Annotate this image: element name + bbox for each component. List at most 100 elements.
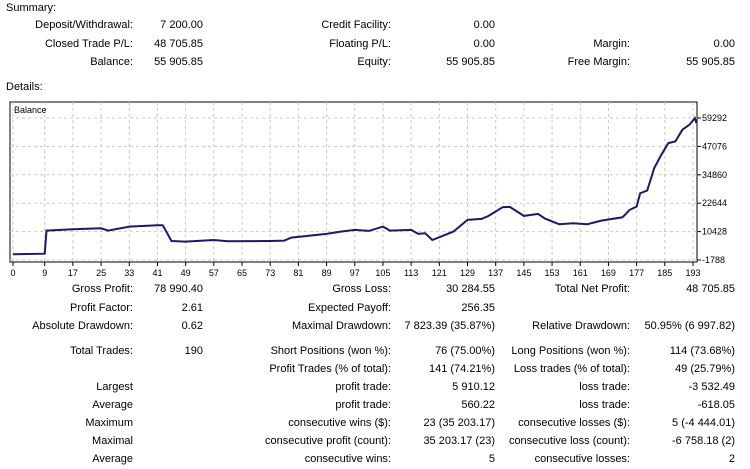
stat-label: Relative Drawdown: <box>532 320 630 332</box>
stat-label: consecutive wins ($): <box>288 417 391 429</box>
balance-chart: 0 9 17 25 33 41 49 57 65 73 81 89 97 105 113 121 129 137 1… <box>9 101 727 278</box>
x-tick-label: 177 <box>629 268 644 278</box>
x-tick-label: 73 <box>265 268 275 278</box>
summary-row: Deposit/Withdrawal: 7 200.00 Credit Facili… <box>0 19 750 35</box>
stat-label: Short Positions (won %): <box>270 345 391 357</box>
stat-value: 78 990.40 <box>154 283 203 295</box>
details-row: Profit Factor: 2.61 Expected Payoff: 256.35 <box>0 302 750 318</box>
stat-value: 5 (-4 444.01) <box>672 417 735 429</box>
balance-line <box>12 115 698 256</box>
stat-value: 7 823.39 (35.87%) <box>404 320 495 332</box>
stat-label: Largest <box>96 381 133 393</box>
stat-value: 5 910.12 <box>452 381 495 393</box>
x-tick-label: 81 <box>293 268 303 278</box>
stat-value: 2 <box>728 453 735 465</box>
stat-label: Margin: <box>593 38 630 50</box>
details-row: Absolute Drawdown: 0.62 Maximal Drawdown: 7… <box>0 320 750 336</box>
stat-value: 0.00 <box>473 38 495 50</box>
stat-label: Absolute Drawdown: <box>32 320 133 332</box>
stat-value: 141 (74.21%) <box>428 363 495 375</box>
x-tick-label: 41 <box>152 268 162 278</box>
y-tick-label: 47076 <box>702 141 727 151</box>
stat-value: 49 (25.79%) <box>675 363 735 375</box>
stat-value: 7 200.00 <box>160 19 203 31</box>
x-tick-label: 0 <box>10 268 15 278</box>
details-row: Total Trades: 190 Short Positions (won %):… <box>0 345 750 361</box>
stat-label: Equity: <box>357 56 391 68</box>
stat-label: Total Trades: <box>70 345 133 357</box>
stat-label: consecutive loss (count): <box>508 435 630 447</box>
y-tick-label: 10428 <box>702 227 727 237</box>
stat-value: 0.00 <box>473 19 495 31</box>
stat-label: Maximum <box>85 417 133 429</box>
y-tick-label: 22644 <box>702 198 727 208</box>
stat-label: Long Positions (won %): <box>511 345 630 357</box>
stat-label: loss trade: <box>579 381 630 393</box>
stat-label: loss trade: <box>579 399 630 411</box>
stat-label: consecutive losses ($): <box>518 417 630 429</box>
x-tick-label: 193 <box>685 268 700 278</box>
stat-value: -618.05 <box>697 399 735 411</box>
stat-label: consecutive profit (count): <box>265 435 391 447</box>
y-tick-label: -1788 <box>702 255 725 265</box>
stat-value: 2.61 <box>181 302 203 314</box>
stat-value: 5 <box>488 453 495 465</box>
stat-label: Expected Payoff: <box>308 302 391 314</box>
y-tick-label: 34860 <box>702 170 727 180</box>
plot-frame <box>9 101 698 263</box>
stat-label: Loss trades (% of total): <box>513 363 630 375</box>
stat-label: Profit Factor: <box>70 302 133 314</box>
stat-label: Deposit/Withdrawal: <box>35 19 133 31</box>
stat-label: Gross Profit: <box>71 283 133 295</box>
stat-value: 23 (35 203.17) <box>423 417 495 429</box>
stat-label: Floating P/L: <box>329 38 391 50</box>
details-row: Largest profit trade: 5 910.12 loss trade: -… <box>0 381 750 397</box>
x-tick-label: 113 <box>404 268 418 278</box>
stat-value: 256.35 <box>461 302 495 314</box>
summary-title: Summary: <box>6 2 57 14</box>
stat-value: 190 <box>184 345 203 357</box>
x-tick-label: 105 <box>375 268 390 278</box>
details-title: Details: <box>6 81 43 93</box>
stat-label: Free Margin: <box>567 56 630 68</box>
x-tick-label: 121 <box>432 268 447 278</box>
stat-value: 560.22 <box>461 399 495 411</box>
summary-row: Balance: 55 905.85 Equity: 55 905.85 Free Ma… <box>0 56 750 72</box>
stat-label: consecutive losses: <box>534 453 630 465</box>
details-row: Gross Profit: 78 990.40 Gross Loss: 30 284.… <box>0 283 750 299</box>
details-row: Profit Trades (% of total): 141 (74.21%) L… <box>0 363 750 379</box>
stat-value: -3 532.49 <box>688 381 735 393</box>
stat-label: profit trade: <box>335 399 391 411</box>
x-tick-label: 25 <box>96 268 106 278</box>
x-tick-label: 145 <box>516 268 531 278</box>
stat-label: Credit Facility: <box>321 19 391 31</box>
stat-label: consecutive wins: <box>304 453 391 465</box>
stat-value: 35 203.17 (23) <box>423 435 495 447</box>
details-row: Maximal consecutive profit (count): 35 203… <box>0 435 750 451</box>
stat-label: Gross Loss: <box>332 283 391 295</box>
x-tick-label: 57 <box>209 268 219 278</box>
stat-label: Balance: <box>90 56 133 68</box>
stat-value: 0.00 <box>713 38 735 50</box>
stat-label: Maximal <box>92 435 133 447</box>
stat-value: 30 284.55 <box>446 283 495 295</box>
x-tick-label: 33 <box>124 268 134 278</box>
stat-value: 50.95% (6 997.82) <box>644 320 735 332</box>
stat-label: Profit Trades (% of total): <box>269 363 391 375</box>
x-tick-label: 89 <box>322 268 332 278</box>
stat-value: 55 905.85 <box>154 56 203 68</box>
stat-value: 48 705.85 <box>686 283 735 295</box>
stat-label: Average <box>92 453 133 465</box>
y-tick-label: 59292 <box>702 113 727 123</box>
stat-value: 55 905.85 <box>446 56 495 68</box>
stat-value: 48 705.85 <box>154 38 203 50</box>
stat-value: 114 (73.68%) <box>669 345 735 357</box>
x-tick-label: 169 <box>601 268 616 278</box>
x-tick-label: 65 <box>237 268 247 278</box>
x-tick-label: 161 <box>573 268 588 278</box>
stat-label: Average <box>92 399 133 411</box>
stat-label: Closed Trade P/L: <box>44 38 133 50</box>
details-row: Average consecutive wins: 5 consecutive los… <box>0 453 750 469</box>
x-tick-label: 153 <box>545 268 560 278</box>
x-tick-label: 49 <box>181 268 191 278</box>
